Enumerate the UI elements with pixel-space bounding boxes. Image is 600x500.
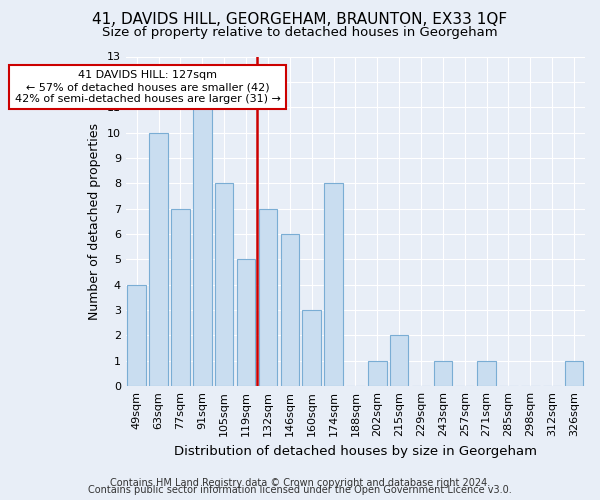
Bar	[478, 361, 496, 386]
Y-axis label: Number of detached properties: Number of detached properties	[88, 123, 101, 320]
Bar	[324, 184, 343, 386]
Bar	[565, 361, 583, 386]
Bar	[302, 310, 321, 386]
Bar	[434, 361, 452, 386]
Bar	[281, 234, 299, 386]
Bar	[368, 361, 386, 386]
Text: 41, DAVIDS HILL, GEORGEHAM, BRAUNTON, EX33 1QF: 41, DAVIDS HILL, GEORGEHAM, BRAUNTON, EX…	[92, 12, 508, 28]
Text: Size of property relative to detached houses in Georgeham: Size of property relative to detached ho…	[102, 26, 498, 39]
Bar	[259, 208, 277, 386]
Text: Contains public sector information licensed under the Open Government Licence v3: Contains public sector information licen…	[88, 485, 512, 495]
Bar	[215, 184, 233, 386]
X-axis label: Distribution of detached houses by size in Georgeham: Distribution of detached houses by size …	[174, 444, 537, 458]
Bar	[193, 107, 212, 386]
Bar	[149, 132, 168, 386]
Bar	[127, 284, 146, 386]
Text: Contains HM Land Registry data © Crown copyright and database right 2024.: Contains HM Land Registry data © Crown c…	[110, 478, 490, 488]
Bar	[171, 208, 190, 386]
Text: 41 DAVIDS HILL: 127sqm
← 57% of detached houses are smaller (42)
42% of semi-det: 41 DAVIDS HILL: 127sqm ← 57% of detached…	[15, 70, 281, 104]
Bar	[237, 260, 256, 386]
Bar	[390, 336, 409, 386]
